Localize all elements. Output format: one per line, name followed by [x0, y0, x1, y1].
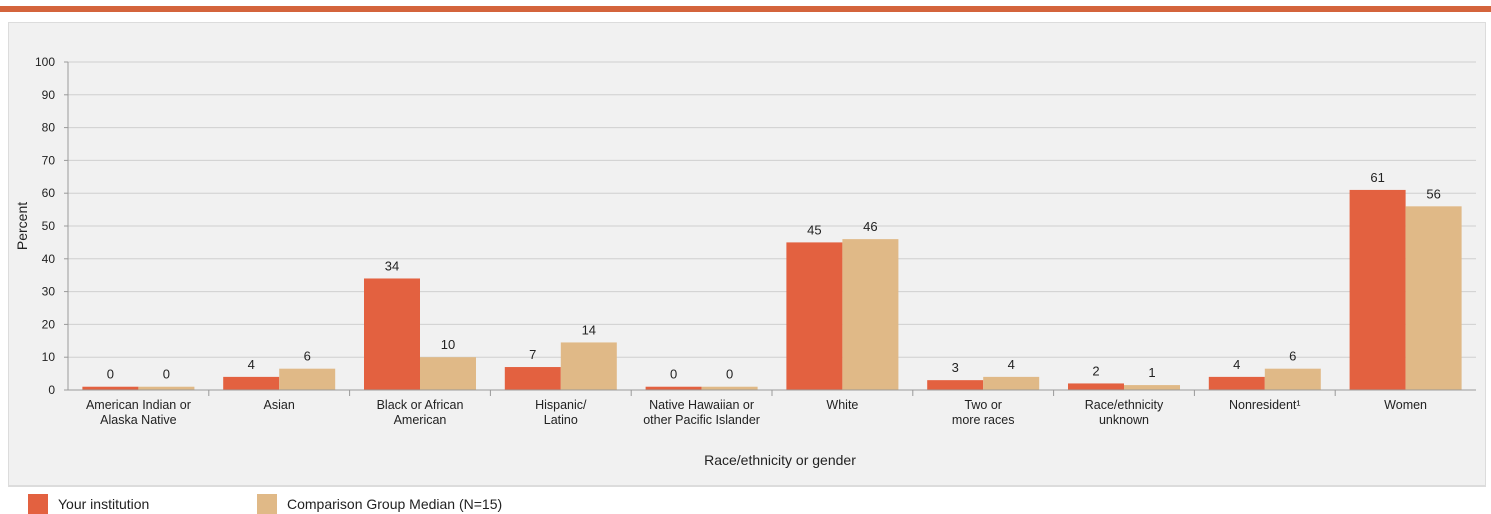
bar [842, 239, 899, 390]
data-label: 4 [1233, 357, 1240, 372]
x-tick-label: Women [1384, 398, 1427, 412]
data-label: 14 [582, 322, 596, 337]
data-label: 10 [441, 337, 455, 352]
x-tick-label: White [826, 398, 858, 412]
bar [279, 368, 336, 390]
bar [223, 376, 280, 390]
data-label: 1 [1148, 365, 1155, 380]
bar [364, 278, 420, 390]
bar [1405, 206, 1462, 390]
y-tick-label: 40 [42, 252, 56, 266]
bar [1349, 189, 1406, 390]
x-tick-label-line: more races [952, 413, 1015, 427]
y-tick-label: 10 [42, 350, 56, 364]
x-tick-label-line: White [826, 398, 858, 412]
chart-panel [8, 22, 1486, 486]
x-tick-label-line: American Indian or [86, 398, 191, 412]
data-label: 61 [1370, 170, 1384, 185]
data-label: 4 [248, 357, 255, 372]
legend-divider [8, 486, 1486, 487]
bar [138, 386, 195, 390]
x-tick-label: Nonresident¹ [1229, 398, 1301, 412]
x-tick-label-line: Race/ethnicity [1085, 398, 1164, 412]
data-label: 6 [304, 349, 311, 364]
data-label: 46 [863, 219, 877, 234]
x-tick-label-line: Hispanic/ [535, 398, 587, 412]
x-tick-label: Hispanic/Latino [535, 398, 587, 427]
x-tick-label-line: Women [1384, 398, 1427, 412]
x-tick-label: Two or more races [952, 398, 1015, 427]
y-tick-label: 20 [42, 317, 56, 331]
y-tick-label: 30 [42, 285, 56, 299]
x-tick-label: Asian [264, 398, 295, 412]
y-tick-label: 0 [48, 383, 55, 397]
data-label: 0 [670, 367, 677, 382]
x-tick-label-line: Asian [264, 398, 295, 412]
x-tick-label-line: other Pacific Islander [643, 413, 760, 427]
bar [420, 357, 476, 390]
data-label: 0 [163, 367, 170, 382]
y-axis-title: Percent [14, 202, 30, 250]
y-tick-label: 60 [42, 186, 56, 200]
data-label: 34 [385, 258, 399, 273]
data-label: 3 [952, 360, 959, 375]
x-tick-label-line: Latino [544, 413, 578, 427]
legend-item-comparison-group: Comparison Group Median (N=15) [257, 494, 502, 514]
bar [786, 242, 843, 390]
legend-item-your-institution: Your institution [28, 494, 149, 514]
legend-swatch-your-institution [28, 494, 48, 514]
bar [645, 386, 702, 390]
x-tick-label-line: Black or African [377, 398, 464, 412]
x-tick-label-line: Native Hawaiian or [649, 398, 754, 412]
x-tick-label-line: American [394, 413, 447, 427]
data-label: 0 [726, 367, 733, 382]
x-tick-label-line: Nonresident¹ [1229, 398, 1301, 412]
legend-swatch-comparison-group [257, 494, 277, 514]
x-tick-label: Black or African American [377, 398, 464, 427]
legend-label: Your institution [58, 496, 150, 512]
data-label: 4 [1008, 357, 1015, 372]
x-tick-label-line: Two or [964, 398, 1002, 412]
x-tick-labels: American Indian or Alaska Native Asian Blac… [86, 398, 1427, 427]
bar [1124, 385, 1180, 390]
y-tick-label: 50 [42, 219, 56, 233]
axes [64, 61, 1476, 396]
x-tick-label: Race/ethnicity unknown [1085, 398, 1164, 427]
data-label: 6 [1289, 349, 1296, 364]
bar [701, 386, 758, 390]
bar [1208, 376, 1265, 390]
x-tick-label: American Indian or Alaska Native [86, 398, 191, 427]
data-label: 0 [107, 367, 114, 382]
gridlines [68, 61, 1476, 358]
data-label: 7 [529, 347, 536, 362]
y-tick-label: 70 [42, 153, 56, 167]
header-rule [0, 6, 1491, 12]
bar [560, 342, 617, 390]
x-tick-label-line: unknown [1099, 413, 1149, 427]
legend-label: Comparison Group Median (N=15) [287, 496, 503, 512]
x-tick-label-line: Alaska Native [100, 413, 176, 427]
data-label: 45 [807, 222, 821, 237]
y-tick-label: 90 [42, 88, 56, 102]
data-label: 2 [1092, 363, 1099, 378]
bar [1264, 368, 1321, 390]
bar [983, 376, 1040, 390]
bar [504, 367, 561, 390]
bar [1068, 383, 1124, 390]
x-tick-label: Native Hawaiian or other Pacific Islander [643, 398, 760, 427]
data-label: 56 [1426, 186, 1440, 201]
bar [927, 380, 984, 390]
y-tick-label: 100 [35, 55, 55, 69]
x-axis-title: Race/ethnicity or gender [704, 452, 856, 468]
bar [82, 386, 139, 390]
y-tick-labels: 0 10 20 30 40 50 60 70 80 90 100 [35, 55, 55, 397]
y-tick-label: 80 [42, 121, 56, 135]
